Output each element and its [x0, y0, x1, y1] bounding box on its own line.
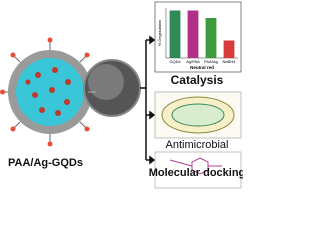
- nanoparticle: [0, 37, 104, 147]
- arrows: [140, 35, 156, 165]
- x-tick-label: PAA/Ag: [204, 59, 218, 64]
- tem-particle: [88, 64, 124, 100]
- bar: [187, 10, 199, 58]
- x-tick-label: NaBH4: [223, 59, 237, 64]
- label: PAA/Ag-GQDs: [8, 157, 83, 169]
- bar-chart: % Degradation Neutral red GQDs Ag/PAA PAA/Ag…: [157, 8, 238, 70]
- panel-title: Antimicrobial: [166, 139, 229, 151]
- bar: [223, 40, 235, 58]
- bar: [205, 18, 217, 58]
- cell-inner: [171, 103, 225, 127]
- docking-image: [154, 151, 242, 189]
- x-tick-label: GQDs: [169, 59, 180, 64]
- graphical-abstract: PAA/Ag-GQDs % Degradation Neutral red GQDs…: [0, 1, 245, 189]
- panel-title: Catalysis: [171, 73, 224, 87]
- x-axis-label: Neutral red: [190, 65, 214, 70]
- bar: [169, 10, 181, 58]
- particle-dots: [25, 67, 71, 116]
- x-tick-label: Ag/PAA: [186, 59, 200, 64]
- molecule: [169, 157, 222, 175]
- y-axis-label: % Degradation: [157, 20, 162, 46]
- panel-title: Molecular docking: [149, 167, 243, 179]
